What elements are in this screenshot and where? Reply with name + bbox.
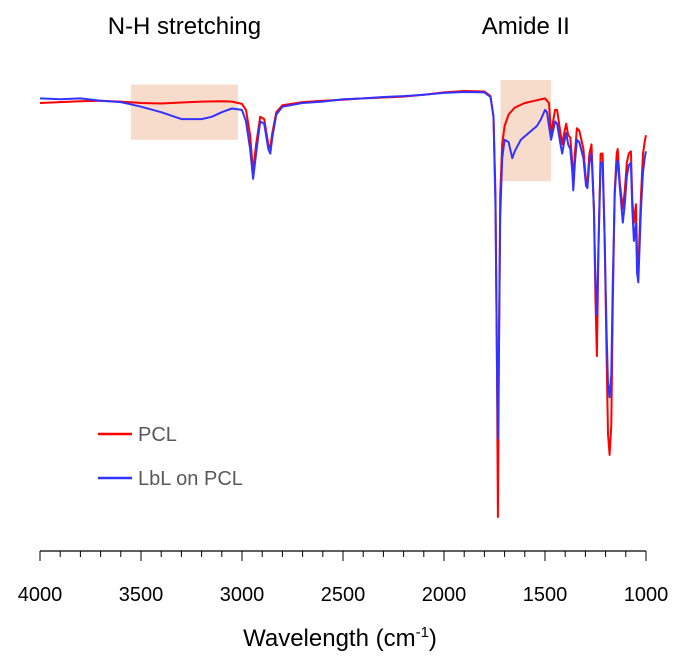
x-axis-title: Wavelength (cm-1): [243, 624, 437, 652]
annotation-labels: N-H stretching Amide II: [108, 13, 570, 40]
x-axis: [39, 550, 647, 561]
highlight-region-1: [500, 80, 552, 182]
x-tick-label: 2500: [321, 584, 366, 606]
series-line-1: [39, 91, 647, 440]
x-tick-label: 2000: [422, 584, 467, 606]
series-lines: [39, 90, 647, 518]
series-line-0: [39, 90, 647, 518]
annotation-label-0: N-H stretching: [108, 13, 261, 40]
legend-label-lbl: LbL on PCL: [138, 468, 243, 490]
x-tick-label: 3000: [220, 584, 265, 606]
x-tick-label: 3500: [119, 584, 164, 606]
x-tick-label: 1500: [523, 584, 568, 606]
x-tick-label: 4000: [18, 584, 63, 606]
annotation-label-1: Amide II: [482, 13, 570, 40]
legend-label-pcl: PCL: [138, 424, 177, 446]
x-tick-labels: 4000 3500 3000 2500 2000 1500 1000: [18, 584, 669, 606]
x-tick-label: 1000: [624, 584, 669, 606]
legend: PCL LbL on PCL: [98, 424, 243, 490]
